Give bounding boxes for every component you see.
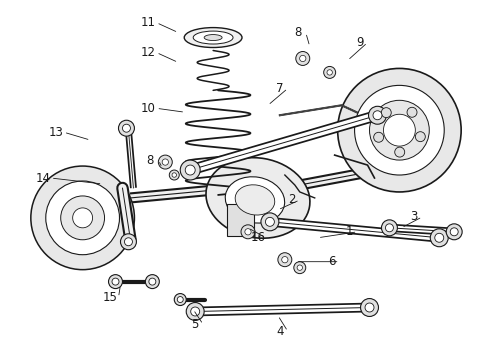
Circle shape <box>148 278 156 285</box>
Text: 1: 1 <box>345 225 353 238</box>
Circle shape <box>446 224 461 240</box>
Ellipse shape <box>184 28 242 48</box>
Circle shape <box>46 181 119 255</box>
Circle shape <box>180 160 200 180</box>
Circle shape <box>295 51 309 66</box>
Circle shape <box>394 147 404 157</box>
Circle shape <box>277 253 291 267</box>
Text: 10: 10 <box>141 102 156 115</box>
Circle shape <box>186 302 203 320</box>
Circle shape <box>354 85 443 175</box>
Text: 8: 8 <box>146 154 154 167</box>
Ellipse shape <box>205 158 309 238</box>
Circle shape <box>177 297 183 302</box>
Circle shape <box>369 100 428 160</box>
Circle shape <box>406 107 416 117</box>
Circle shape <box>118 120 134 136</box>
Circle shape <box>326 70 332 75</box>
Ellipse shape <box>225 177 284 223</box>
Circle shape <box>112 278 119 285</box>
Text: 5: 5 <box>191 318 199 331</box>
Circle shape <box>381 108 390 118</box>
Text: 4: 4 <box>276 325 283 338</box>
Text: 11: 11 <box>141 16 156 29</box>
Circle shape <box>244 229 251 235</box>
Circle shape <box>373 132 383 142</box>
Circle shape <box>449 228 457 236</box>
Ellipse shape <box>203 35 222 41</box>
Circle shape <box>368 106 386 124</box>
Circle shape <box>145 275 159 289</box>
Text: 12: 12 <box>141 46 156 59</box>
FancyBboxPatch shape <box>226 204 253 236</box>
Circle shape <box>381 220 397 236</box>
Text: 16: 16 <box>250 231 265 244</box>
Circle shape <box>299 55 305 62</box>
Text: 14: 14 <box>35 171 50 185</box>
Circle shape <box>185 165 195 175</box>
Circle shape <box>61 196 104 240</box>
Circle shape <box>122 124 130 132</box>
Circle shape <box>108 275 122 289</box>
Circle shape <box>162 159 168 165</box>
Circle shape <box>383 114 414 146</box>
Circle shape <box>241 225 254 239</box>
Circle shape <box>434 233 443 242</box>
Text: 13: 13 <box>48 126 63 139</box>
Circle shape <box>261 213 278 231</box>
Circle shape <box>372 111 381 120</box>
Circle shape <box>281 257 287 263</box>
Circle shape <box>414 132 425 141</box>
Circle shape <box>429 229 447 247</box>
Text: 9: 9 <box>355 36 363 49</box>
Circle shape <box>172 173 176 177</box>
Circle shape <box>73 208 92 228</box>
Circle shape <box>124 238 132 246</box>
Circle shape <box>169 170 179 180</box>
Text: 6: 6 <box>327 255 335 268</box>
Circle shape <box>265 217 274 226</box>
Text: 7: 7 <box>276 82 283 95</box>
Circle shape <box>323 67 335 78</box>
Circle shape <box>174 293 186 306</box>
Text: 8: 8 <box>293 26 301 39</box>
Ellipse shape <box>235 185 274 215</box>
Circle shape <box>297 265 302 270</box>
Circle shape <box>120 234 136 250</box>
Circle shape <box>158 155 172 169</box>
Text: 15: 15 <box>103 291 118 304</box>
Circle shape <box>31 166 134 270</box>
Circle shape <box>190 307 199 316</box>
Text: 3: 3 <box>410 210 417 223</box>
Circle shape <box>337 68 460 192</box>
Text: 2: 2 <box>287 193 295 206</box>
Circle shape <box>385 224 393 232</box>
Circle shape <box>360 298 378 316</box>
Circle shape <box>293 262 305 274</box>
Ellipse shape <box>193 31 233 44</box>
Circle shape <box>364 303 373 312</box>
